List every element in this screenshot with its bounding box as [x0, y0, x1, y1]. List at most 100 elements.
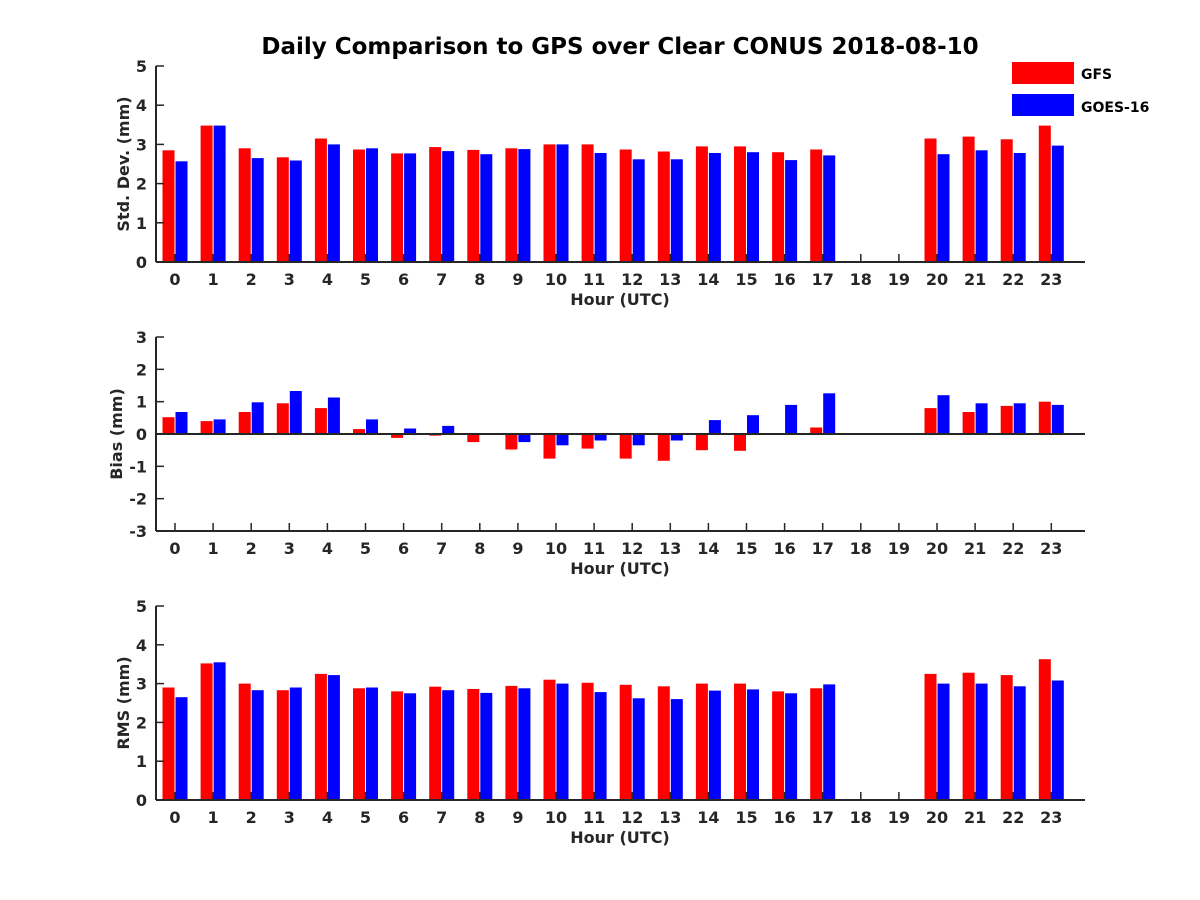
rms-bar-gfs-h20 [924, 673, 937, 800]
std-dev-bar-gfs-h1 [200, 125, 213, 262]
std-dev-bar-goes16-h13 [670, 159, 683, 262]
bias-bar-goes16-h6 [404, 428, 417, 434]
rms-x-tick-label: 22 [1002, 808, 1024, 827]
std-dev-x-tick-label: 0 [169, 270, 180, 289]
std-dev-x-tick-label: 16 [773, 270, 795, 289]
rms-bar-gfs-h12 [619, 684, 632, 800]
rms-bar-gfs-h4 [314, 673, 327, 800]
std-dev-bar-goes16-h17 [823, 155, 836, 262]
bias-y-tick-label: 1 [136, 393, 147, 412]
bias-x-tick-label: 15 [735, 539, 757, 558]
bias-bar-goes16-h13 [670, 434, 683, 441]
bias-x-tick-label: 9 [512, 539, 523, 558]
rms-bar-goes16-h7 [442, 690, 455, 800]
bias-bar-gfs-h20 [924, 408, 937, 434]
rms-y-tick-label: 5 [136, 597, 147, 616]
bias-x-tick-label: 7 [436, 539, 447, 558]
std-dev-y-tick-label: 0 [136, 253, 147, 272]
std-dev-bar-gfs-h7 [429, 147, 442, 262]
bias-bar-goes16-h22 [1013, 403, 1026, 434]
bias-x-tick-label: 14 [697, 539, 719, 558]
bias-y-label: Bias (mm) [107, 388, 126, 480]
rms-x-tick-label: 2 [246, 808, 257, 827]
rms-bar-gfs-h10 [543, 679, 556, 800]
std-dev-bar-gfs-h21 [962, 136, 975, 262]
rms-bar-goes16-h10 [556, 683, 569, 800]
rms-bar-goes16-h22 [1013, 686, 1026, 800]
bias-bar-goes16-h17 [823, 393, 836, 434]
rms-y-label: RMS (mm) [114, 656, 133, 749]
rms-x-tick-label: 13 [659, 808, 681, 827]
rms-bar-goes16-h3 [289, 687, 302, 800]
rms-bar-gfs-h15 [734, 683, 746, 800]
rms-bar-gfs-h2 [238, 683, 251, 800]
std-dev-x-tick-label: 4 [322, 270, 333, 289]
bias-x-tick-label: 22 [1002, 539, 1024, 558]
rms-bar-goes16-h4 [327, 675, 340, 800]
bias-bar-gfs-h10 [543, 434, 556, 459]
std-dev-bar-gfs-h0 [162, 150, 175, 262]
std-dev-x-tick-label: 23 [1040, 270, 1062, 289]
rms-x-tick-label: 10 [545, 808, 567, 827]
std-dev-bar-gfs-h13 [657, 151, 670, 262]
std-dev-x-tick-label: 2 [246, 270, 257, 289]
bias-bar-goes16-h16 [785, 404, 798, 434]
bias-bar-goes16-h1 [213, 419, 226, 434]
rms-x-tick-label: 9 [512, 808, 523, 827]
rms-bar-goes16-h20 [937, 683, 950, 800]
std-dev-bar-goes16-h0 [175, 161, 188, 262]
bias-bar-goes16-h3 [289, 391, 302, 434]
rms-bar-gfs-h23 [1038, 659, 1051, 800]
bias-y-tick-label: 3 [136, 328, 147, 347]
std-dev-y-tick-label: 3 [136, 135, 147, 154]
bias-bar-goes16-h15 [747, 415, 759, 434]
bias-bar-goes16-h4 [327, 397, 340, 434]
std-dev-bar-gfs-h15 [734, 146, 746, 262]
rms-bar-goes16-h14 [708, 690, 721, 800]
bias-bar-gfs-h12 [619, 434, 632, 459]
bias-bar-goes16-h20 [937, 395, 950, 434]
std-dev-bar-goes16-h12 [632, 159, 645, 262]
rms-x-tick-label: 18 [850, 808, 872, 827]
std-dev-x-tick-label: 21 [964, 270, 986, 289]
std-dev-x-tick-label: 6 [398, 270, 409, 289]
bias-bar-gfs-h21 [962, 412, 975, 434]
bias-bar-gfs-h9 [505, 434, 518, 450]
rms-bar-gfs-h1 [200, 663, 213, 800]
rms-bar-goes16-h17 [823, 684, 836, 800]
std-dev-y-label: Std. Dev. (mm) [114, 96, 133, 231]
bias-x-tick-label: 4 [322, 539, 333, 558]
rms-bar-gfs-h14 [695, 683, 708, 800]
rms-bar-goes16-h21 [975, 683, 988, 800]
std-dev-bar-goes16-h15 [747, 152, 759, 262]
rms-bar-gfs-h5 [353, 688, 365, 800]
std-dev-bar-goes16-h21 [975, 150, 988, 262]
bias-x-tick-label: 20 [926, 539, 948, 558]
bias-bar-gfs-h2 [238, 412, 251, 434]
bias-bar-goes16-h21 [975, 403, 988, 434]
std-dev-bar-gfs-h3 [276, 157, 289, 262]
bias-bar-goes16-h10 [556, 434, 569, 446]
std-dev-bar-gfs-h11 [581, 144, 594, 262]
rms-x-tick-label: 21 [964, 808, 986, 827]
rms-bar-goes16-h12 [632, 698, 645, 800]
std-dev-bar-goes16-h20 [937, 154, 950, 262]
rms-x-tick-label: 23 [1040, 808, 1062, 827]
std-dev-bar-gfs-h23 [1038, 125, 1051, 262]
rms-bar-gfs-h7 [429, 686, 442, 800]
bias-bar-gfs-h8 [467, 434, 480, 443]
std-dev-bar-goes16-h4 [327, 144, 340, 262]
bias-x-tick-label: 23 [1040, 539, 1062, 558]
std-dev-bar-gfs-h16 [772, 152, 785, 262]
rms-y-tick-label: 2 [136, 713, 147, 732]
rms-bar-goes16-h0 [175, 697, 188, 800]
legend-swatch-gfs [1012, 62, 1074, 84]
std-dev-bar-gfs-h9 [505, 148, 518, 262]
rms-bar-goes16-h15 [747, 689, 759, 800]
bias-bar-goes16-h23 [1051, 404, 1064, 434]
rms-bar-gfs-h16 [772, 691, 785, 800]
std-dev-x-tick-label: 11 [583, 270, 605, 289]
bias-bar-goes16-h12 [632, 434, 645, 446]
bias-bar-gfs-h14 [695, 434, 708, 451]
